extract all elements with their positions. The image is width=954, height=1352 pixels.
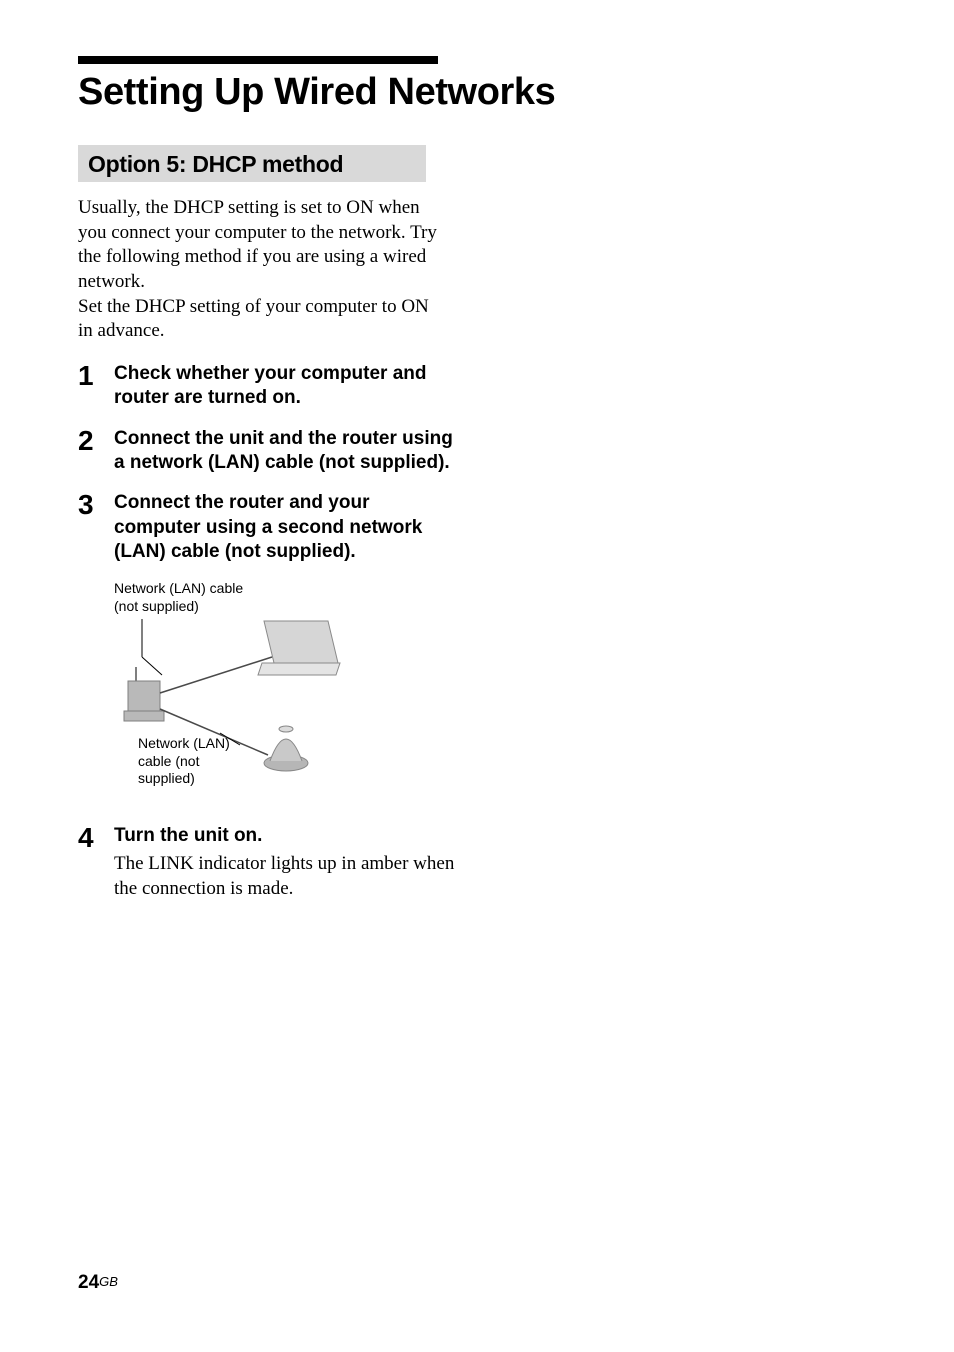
diagram-label-bottom: Network (LAN) cable (not supplied) [138, 735, 248, 788]
step-3: 3 Connect the router and your computer u… [78, 491, 458, 564]
page-number: 24 [78, 1272, 99, 1293]
step-4: 4 Turn the unit on. The LINK indicator l… [78, 824, 458, 902]
subtitle-bar: Option 5: DHCP method [78, 145, 426, 182]
section-rule [78, 56, 438, 64]
leader-line-top-2 [142, 657, 162, 675]
step-heading: Connect the router and your computer usi… [114, 491, 458, 564]
step-number: 2 [78, 427, 100, 476]
step-body: Connect the unit and the router using a … [114, 427, 458, 476]
step-heading: Turn the unit on. [114, 824, 458, 848]
router-icon [124, 667, 164, 721]
cable-router-laptop [160, 657, 272, 693]
steps-list: 1 Check whether your computer and router… [78, 362, 458, 901]
step-heading: Connect the unit and the router using a … [114, 427, 458, 476]
step-subtext: The LINK indicator lights up in amber wh… [114, 852, 458, 901]
network-diagram: Network (LAN) cable (not supplied) [114, 580, 458, 788]
step-body: Turn the unit on. The LINK indicator lig… [114, 824, 458, 902]
step-number: 3 [78, 491, 100, 564]
diagram-label-top: Network (LAN) cable (not supplied) [114, 580, 254, 615]
step-1: 1 Check whether your computer and router… [78, 362, 458, 411]
step-heading: Check whether your computer and router a… [114, 362, 458, 411]
page-root: Setting Up Wired Networks Option 5: DHCP… [0, 0, 954, 1352]
page-footer: 24GB [78, 1272, 118, 1294]
step-number: 4 [78, 824, 100, 902]
subtitle: Option 5: DHCP method [88, 151, 416, 178]
step-number: 1 [78, 362, 100, 411]
page-suffix: GB [99, 1274, 118, 1289]
step-2: 2 Connect the unit and the router using … [78, 427, 458, 476]
intro-paragraph: Usually, the DHCP setting is set to ON w… [78, 196, 438, 344]
step-body: Connect the router and your computer usi… [114, 491, 458, 564]
page-title: Setting Up Wired Networks [78, 70, 876, 115]
step-body: Check whether your computer and router a… [114, 362, 458, 411]
laptop-icon [258, 621, 340, 675]
unit-icon [264, 726, 308, 771]
